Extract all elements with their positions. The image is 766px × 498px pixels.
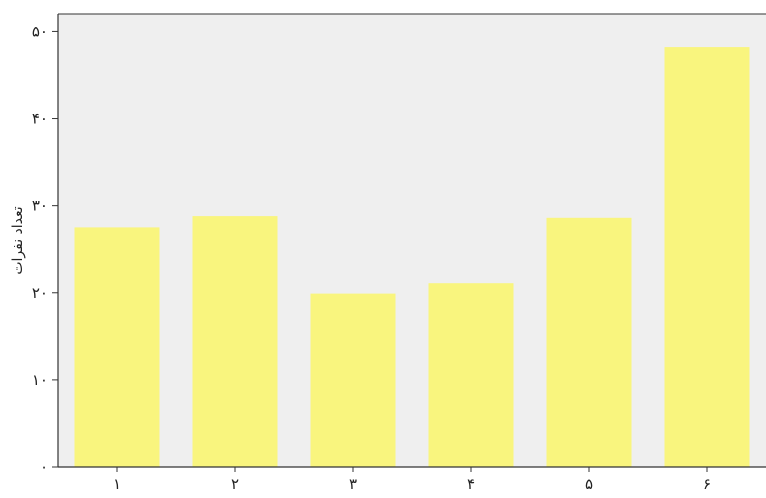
x-tick-label-6: ۶ xyxy=(703,475,711,493)
x-tick-label-3: ۳ xyxy=(349,475,357,493)
y-axis-title: تعداد نفرات xyxy=(10,206,26,274)
x-tick-label-5: ۵ xyxy=(585,475,593,493)
bar-6 xyxy=(664,47,750,467)
plot-area xyxy=(58,14,766,467)
bars-group xyxy=(74,47,750,467)
y-tick-label-20: ۲۰ xyxy=(32,284,48,302)
x-tick-label-1: ۱ xyxy=(113,475,121,493)
y-tick-label-30: ۳۰ xyxy=(32,197,48,215)
labels-group: ۱ ۲ ۳ ۴ ۵ ۶ ۰ ۱۰ ۲۰ ۳۰ ۴۰ ۵۰ xyxy=(32,22,711,493)
y-tick-label-10: ۱۰ xyxy=(32,371,48,389)
bar-4 xyxy=(428,283,514,467)
axes-group xyxy=(52,13,766,472)
y-tick-label-50: ۵۰ xyxy=(32,22,48,40)
bar-1 xyxy=(74,227,160,467)
bar-3 xyxy=(310,293,396,467)
bar-2 xyxy=(192,216,278,467)
x-tick-label-4: ۴ xyxy=(467,475,475,493)
x-tick-label-2: ۲ xyxy=(231,475,239,493)
y-tick-label-0: ۰ xyxy=(40,458,48,476)
y-tick-label-40: ۴۰ xyxy=(32,110,48,128)
bar-5 xyxy=(546,217,632,467)
